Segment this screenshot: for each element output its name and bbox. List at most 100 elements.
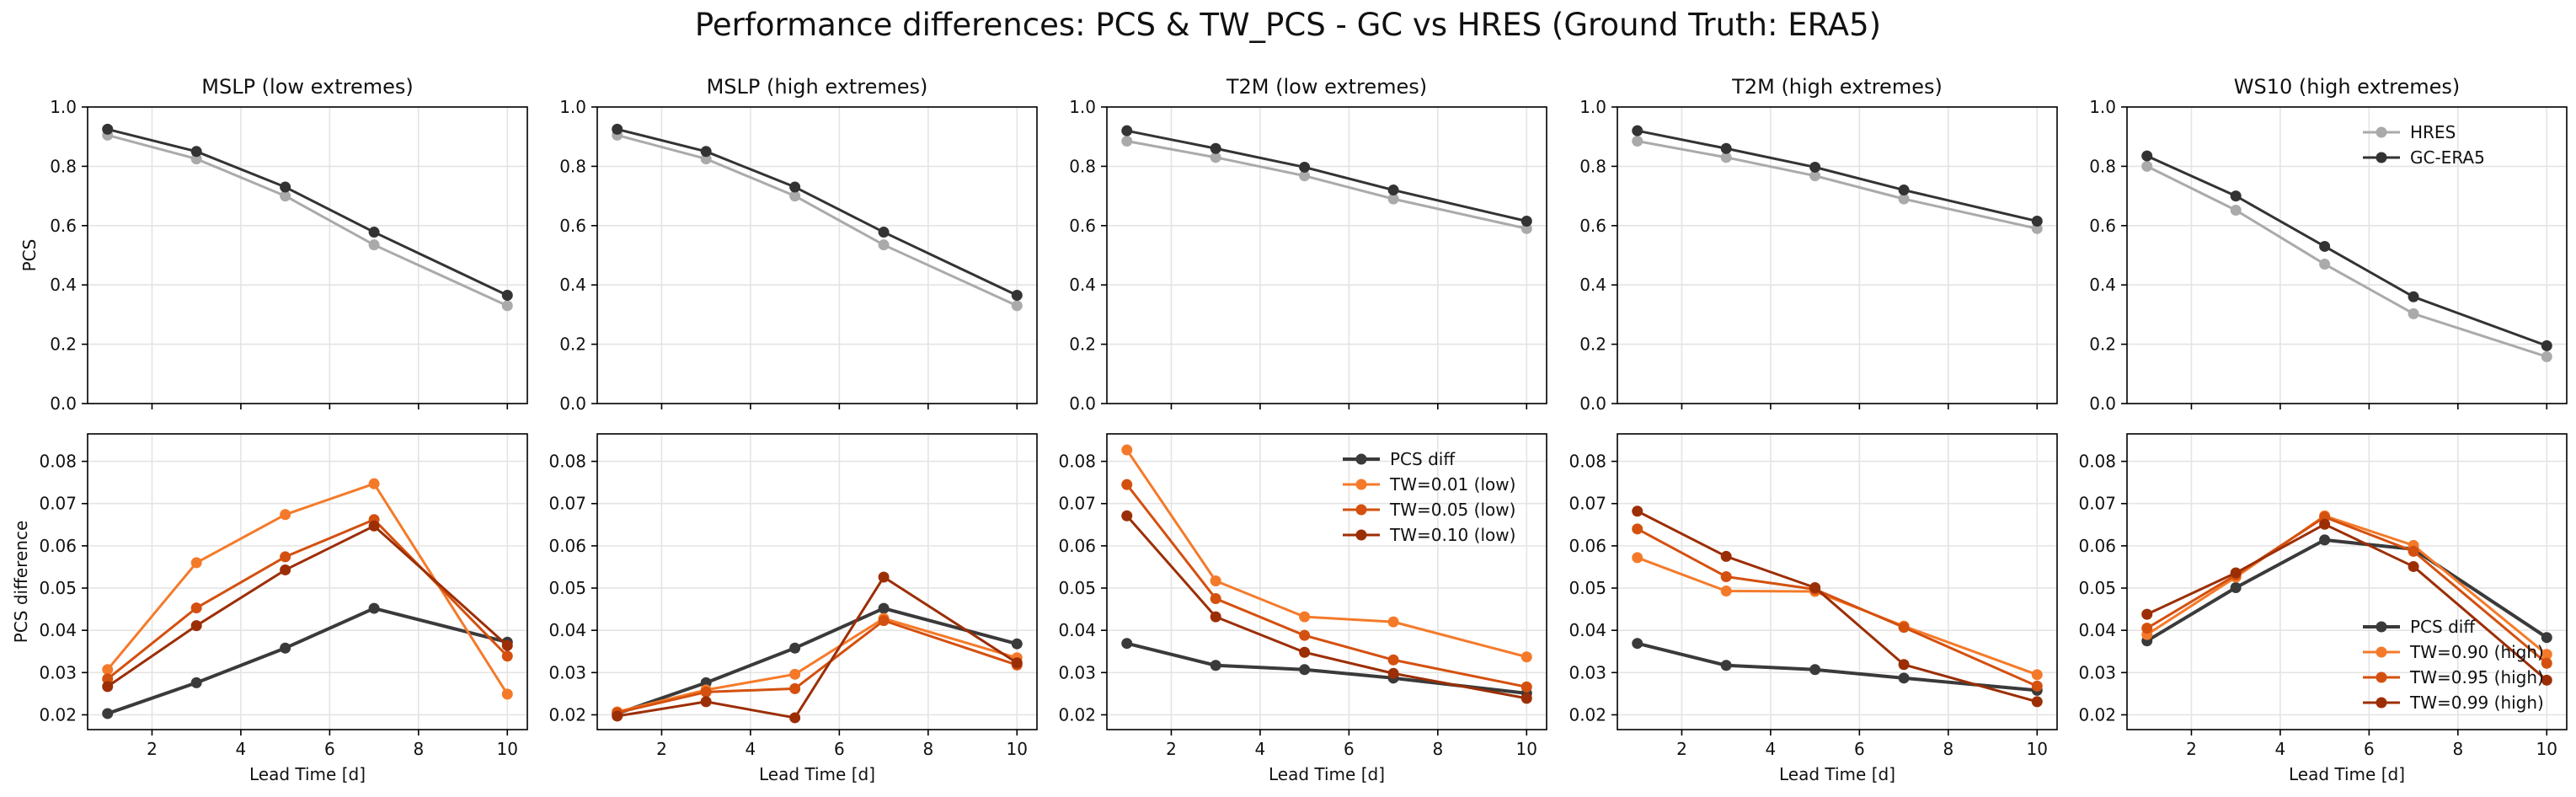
axes-frame [87,106,528,404]
y-tick-label: 0.2 [2089,334,2116,355]
legend-label: TW=0.99 (high) [2409,693,2544,713]
data-point [1121,135,1133,147]
y-axis-label: PCS [19,239,40,272]
data-point [368,520,380,532]
data-point [501,650,513,662]
data-point [2319,518,2331,530]
subplot-title: MSLP (low extremes) [201,75,413,99]
data-point [1520,681,1532,693]
legend: PCS diff TW=0.90 (high) TW=0.95 (high) TW=0… [2363,617,2544,713]
data-point [1299,646,1311,658]
y-tick-label: 0.06 [39,536,77,556]
data-point [280,551,291,563]
y-tick-label: 0.0 [50,393,77,414]
legend-label: TW=0.05 (low) [1389,500,1515,520]
data-point [612,123,623,135]
legend-swatch-marker [2376,152,2387,163]
legend-label: TW=0.95 (high) [2409,667,2544,687]
x-axis-label: Lead Time [d] [2289,764,2405,784]
data-point [1520,693,1532,704]
series-line-1 [1637,140,2038,230]
subplot-title: MSLP (high extremes) [707,75,928,99]
x-tick-label: 8 [1432,739,1443,759]
axes-frame [1617,106,2058,404]
y-tick-label: 0.2 [50,334,77,355]
data-point [1632,523,1643,535]
data-point [2541,674,2552,686]
data-point [789,181,801,193]
y-tick-label: 0.08 [39,452,77,472]
data-point [1210,593,1221,605]
x-tick-label: 10 [2536,739,2557,759]
x-axis-label: Lead Time [d] [759,764,875,784]
data-point [280,190,291,202]
y-tick-label: 0.08 [1058,452,1096,472]
data-point [2141,160,2153,172]
y-tick-label: 0.04 [1058,620,1096,640]
y-tick-label: 0.07 [39,494,77,514]
subplot-title: T2M (high extremes) [1731,75,1943,99]
legend-swatch-marker [1355,453,1367,465]
series-line-3 [617,619,1018,714]
data-point [368,602,380,614]
series-line-1 [617,133,1018,308]
legend-label: TW=0.01 (low) [1389,474,1515,495]
data-point [1632,638,1643,650]
subplot-9: 2 4 6 8 10 0.02 0.03 0.04 0.05 0.06 0.07 0.08 Lead T… [1569,433,2058,784]
y-tick-label: 0.05 [1058,578,1096,598]
y-tick-label: 0.07 [2078,494,2116,514]
data-point [1299,170,1311,182]
y-tick-label: 0.02 [548,704,586,725]
data-point [2141,623,2153,634]
data-point [2031,669,2043,681]
data-point [1632,552,1643,564]
y-tick-label: 0.8 [1579,156,1606,176]
data-point [280,181,291,193]
data-point [612,710,623,722]
x-axis-label: Lead Time [d] [1779,764,1895,784]
axes-frame [1106,433,1547,730]
x-tick-label: 4 [1255,739,1266,759]
series-line-2 [107,127,508,297]
data-point [878,227,890,238]
data-point [2541,632,2552,644]
subplot-7: 2 4 6 8 10 0.02 0.03 0.04 0.05 0.06 0.07 0.08 Lead T… [548,433,1038,784]
data-point [789,190,801,202]
data-point [280,509,291,521]
data-point [789,712,801,724]
x-tick-label: 6 [2364,739,2375,759]
data-point [2230,582,2242,594]
data-point [2408,560,2419,572]
data-point [501,300,513,312]
legend-swatch-marker [2376,646,2387,658]
y-tick-label: 0.04 [1569,620,1606,640]
y-tick-label: 0.0 [1069,393,1096,414]
data-point [1121,444,1133,456]
data-point [1632,505,1643,517]
data-point [1121,125,1133,136]
x-tick-label: 6 [324,739,335,759]
x-tick-label: 6 [1854,739,1865,759]
data-point [102,681,114,693]
data-point [2408,291,2419,302]
data-point [501,639,513,651]
x-tick-label: 10 [2027,739,2048,759]
x-tick-label: 4 [746,739,756,759]
axes-frame [87,433,528,730]
data-point [190,602,202,614]
y-tick-label: 0.03 [548,662,586,682]
data-point [1210,660,1221,671]
data-point [2031,696,2043,708]
data-point [700,696,712,708]
x-tick-label: 2 [1166,739,1177,759]
y-tick-label: 0.05 [1569,578,1606,598]
y-tick-label: 0.06 [2078,536,2116,556]
y-tick-label: 0.03 [39,662,77,682]
axes-frame [2126,106,2568,404]
y-tick-label: 0.0 [559,393,586,414]
y-tick-label: 0.07 [1058,494,1096,514]
x-tick-label: 4 [1766,739,1777,759]
data-point [878,239,890,251]
y-tick-label: 0.06 [1058,536,1096,556]
y-tick-label: 0.6 [1579,216,1606,236]
